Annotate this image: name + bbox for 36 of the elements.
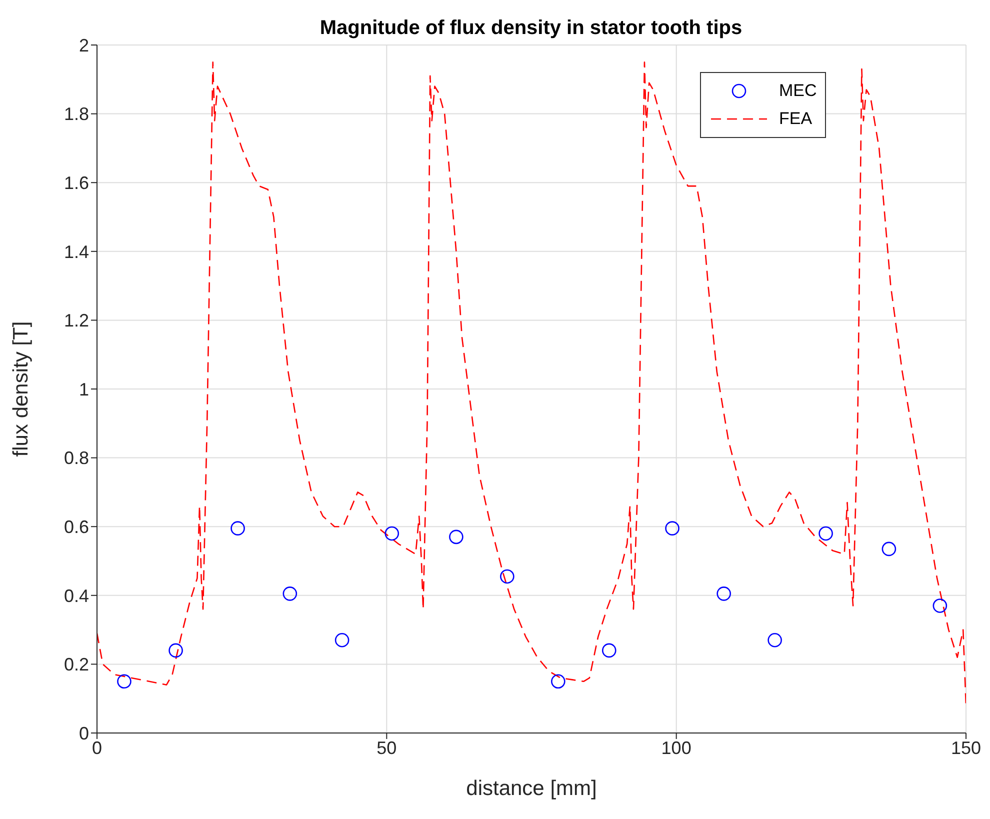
chart-title: Magnitude of flux density in stator tooth tips bbox=[320, 17, 742, 39]
y-tick-label: 1 bbox=[78, 379, 89, 400]
y-tick-label: 2 bbox=[78, 35, 89, 56]
point bbox=[932, 598, 948, 613]
point bbox=[334, 632, 350, 648]
point bbox=[768, 632, 782, 648]
point bbox=[282, 586, 298, 601]
x-tick-label: 50 bbox=[376, 738, 397, 758]
point bbox=[384, 526, 400, 541]
y-tick-label: 0.6 bbox=[64, 516, 89, 537]
point bbox=[716, 586, 731, 601]
y-tick-label: 1.4 bbox=[64, 242, 89, 262]
y-tick-label: 0 bbox=[78, 723, 89, 744]
legend-label: MEC bbox=[779, 81, 817, 101]
y-tick-label: 0.8 bbox=[64, 448, 89, 468]
y-tick-label: 1.2 bbox=[64, 310, 89, 331]
point bbox=[168, 643, 183, 658]
x-tick-label: 100 bbox=[661, 738, 692, 758]
legend-label: FEA bbox=[779, 109, 812, 129]
y-tick-label: 1.6 bbox=[64, 172, 89, 193]
point bbox=[551, 674, 566, 689]
point bbox=[230, 521, 245, 536]
point bbox=[665, 521, 680, 536]
point bbox=[882, 542, 896, 556]
x-axis-title: distance [mm] bbox=[466, 777, 597, 800]
x-tick-label: 150 bbox=[950, 738, 982, 758]
y-tick-label: 0.2 bbox=[64, 654, 89, 675]
y-tick-label: 1.8 bbox=[64, 104, 89, 124]
point bbox=[602, 643, 616, 658]
point bbox=[449, 530, 464, 544]
point bbox=[117, 674, 132, 689]
x-tick-label: 0 bbox=[92, 738, 102, 758]
y-axis-title: flux density [T] bbox=[9, 321, 32, 457]
point bbox=[818, 526, 833, 541]
y-tick-label: 0.4 bbox=[64, 586, 89, 606]
point bbox=[500, 569, 514, 584]
